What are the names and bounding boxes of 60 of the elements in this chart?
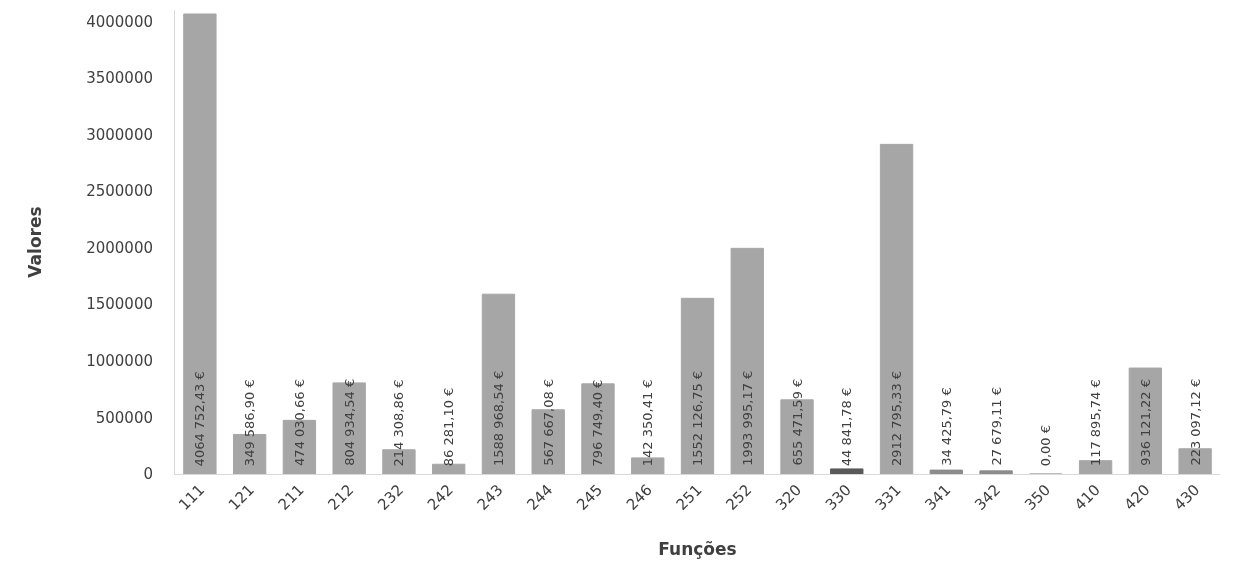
data-label: 142 350,41 € [640,379,656,467]
y-tick-label: 2500000 [86,182,153,201]
data-label: 223 097,12 € [1187,378,1203,466]
x-tick-label: 251 [672,480,706,514]
x-tick-label: 243 [473,480,507,514]
bar [183,13,217,474]
bar [680,297,715,474]
data-label: 567 667,08 € [540,378,556,466]
x-tick-label: 245 [573,480,607,514]
x-axis-title: Funções [658,539,737,560]
data-label: 0,00 € [1038,424,1054,467]
bar [730,247,764,474]
x-tick-label: 342 [971,480,1005,514]
x-tick-label: 121 [224,480,258,514]
x-tick-label: 341 [921,480,955,514]
data-label: 27 679,11 € [988,386,1004,466]
x-tick-label: 232 [374,480,408,514]
y-tick-label: 2000000 [86,238,153,257]
x-tick-label: 252 [722,480,756,514]
data-label: 4064 752,43 € [192,371,208,467]
data-label: 2912 795,33 € [889,370,905,467]
data-label: 655 471,59 € [789,378,805,466]
x-tick-label: 242 [423,480,457,514]
data-label: 44 841,78 € [839,387,855,467]
data-label: 1552 126,75 € [690,370,705,466]
x-tick-label: 420 [1120,480,1154,514]
data-label: 34 425,79 € [938,387,954,466]
y-axis-title: Valores [24,206,45,278]
data-label: 349 586,90 € [242,379,258,467]
y-tick-label: 500000 [95,408,153,427]
x-tick-label: 211 [274,480,308,514]
x-tick-label: 410 [1070,480,1104,514]
data-label: 1993 995,17 € [739,370,755,466]
data-label: 474 030,66 € [291,379,307,466]
bar [481,293,516,474]
y-tick-label: 3500000 [86,69,153,88]
x-tick-label: 330 [821,480,855,514]
x-tick-label: 320 [772,480,806,514]
data-label: 214 308,86 € [391,379,407,467]
x-tick-label: 430 [1170,480,1204,514]
data-label: 117 895,74 € [1088,379,1104,467]
x-tick-label: 111 [175,480,209,514]
y-tick-label: 0 [143,465,153,484]
data-label: 804 934,54 € [341,378,357,466]
y-tick-label: 1000000 [86,352,153,371]
x-tick-label: 244 [523,480,557,514]
bar [879,143,914,474]
bar [929,469,963,474]
y-tick-label: 3000000 [86,125,153,144]
bar [979,470,1013,474]
y-tick-label: 1500000 [86,295,153,314]
bar [830,468,864,474]
x-tick-label: 350 [1020,480,1054,514]
x-tick-label: 331 [871,480,905,514]
data-label: 936 121,22 € [1137,379,1153,466]
data-label: 86 281,10 € [441,387,457,467]
y-tick-label: 4000000 [86,12,153,31]
data-label: 1588 968,54 € [490,370,506,466]
data-label: 796 749,40 € [590,379,606,467]
x-tick-label: 212 [324,480,358,514]
